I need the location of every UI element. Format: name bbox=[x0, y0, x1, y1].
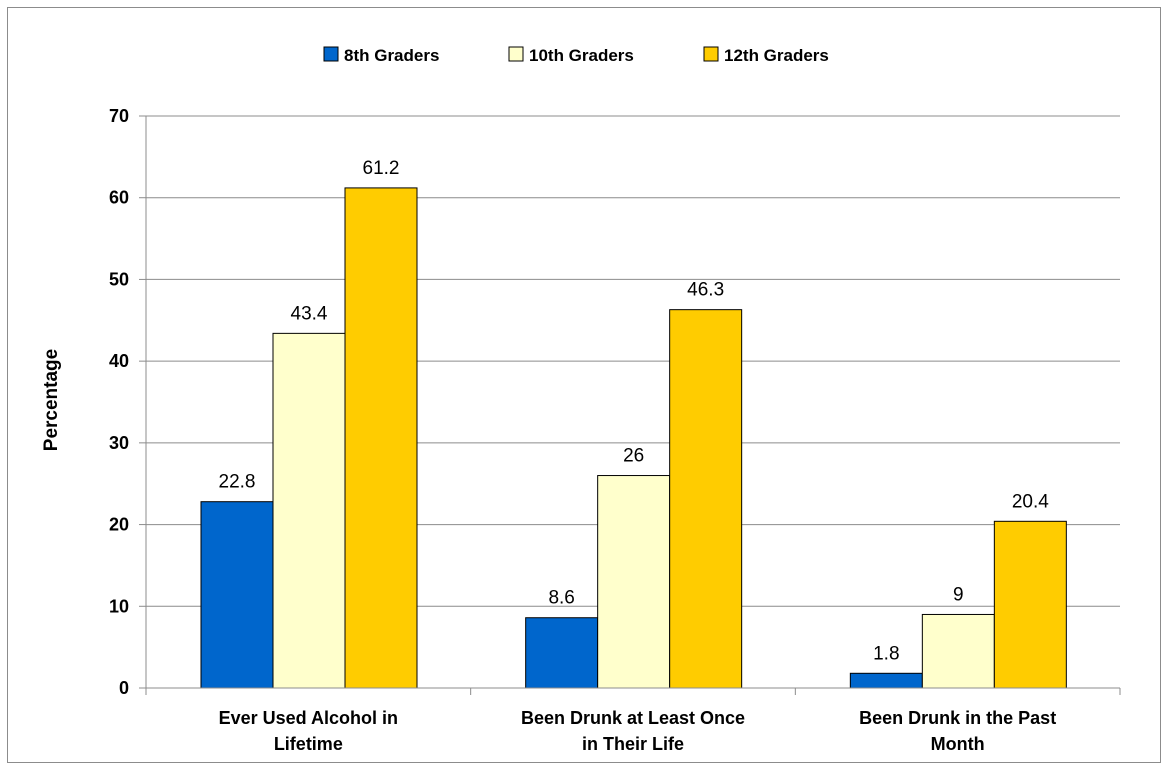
category-label: Ever Used Alcohol in Lifetime bbox=[219, 708, 398, 754]
data-label: 20.4 bbox=[1012, 491, 1049, 512]
bar bbox=[669, 309, 743, 689]
y-tick-label: 40 bbox=[109, 351, 129, 371]
y-tick-label: 50 bbox=[109, 269, 129, 289]
data-label: 1.8 bbox=[873, 643, 899, 664]
legend-swatch bbox=[508, 46, 524, 62]
legend: 8th Graders 10th Graders 12th Graders bbox=[323, 46, 829, 65]
legend-label: 12th Graders bbox=[724, 46, 829, 65]
bar bbox=[525, 617, 599, 689]
bar bbox=[200, 501, 274, 689]
bar bbox=[849, 672, 923, 689]
y-tick-label: 20 bbox=[109, 515, 129, 535]
category-label: Been Drunk at Least Once in Their Life bbox=[521, 708, 745, 754]
data-label: 61.2 bbox=[363, 158, 400, 179]
bar bbox=[597, 475, 671, 689]
data-label: 43.4 bbox=[291, 303, 328, 324]
y-tick-label: 10 bbox=[109, 596, 129, 616]
data-label: 9 bbox=[953, 584, 964, 605]
y-tick-label: 70 bbox=[109, 106, 129, 126]
bar bbox=[921, 613, 995, 689]
bar bbox=[272, 332, 346, 689]
y-tick-label: 60 bbox=[109, 188, 129, 208]
category-label: Been Drunk in the Past Month bbox=[859, 708, 1056, 754]
data-label: 26 bbox=[623, 446, 644, 467]
axes bbox=[139, 115, 1121, 695]
labels: 0 10 20 30 40 50 60 70 22.8 43.4 61.2 Ever Used Alc… bbox=[109, 106, 1056, 754]
legend-swatch bbox=[323, 46, 339, 62]
bar bbox=[344, 187, 418, 689]
data-label: 8.6 bbox=[548, 588, 574, 609]
legend-swatch bbox=[703, 46, 719, 62]
y-axis-title: Percentage bbox=[41, 349, 62, 451]
legend-label: 10th Graders bbox=[529, 46, 634, 65]
y-tick-label: 0 bbox=[119, 678, 129, 698]
bars bbox=[200, 187, 1067, 689]
y-tick-label: 30 bbox=[109, 433, 129, 453]
data-label: 22.8 bbox=[219, 472, 256, 493]
data-label: 46.3 bbox=[687, 280, 724, 301]
bar bbox=[993, 520, 1067, 689]
legend-label: 8th Graders bbox=[344, 46, 439, 65]
